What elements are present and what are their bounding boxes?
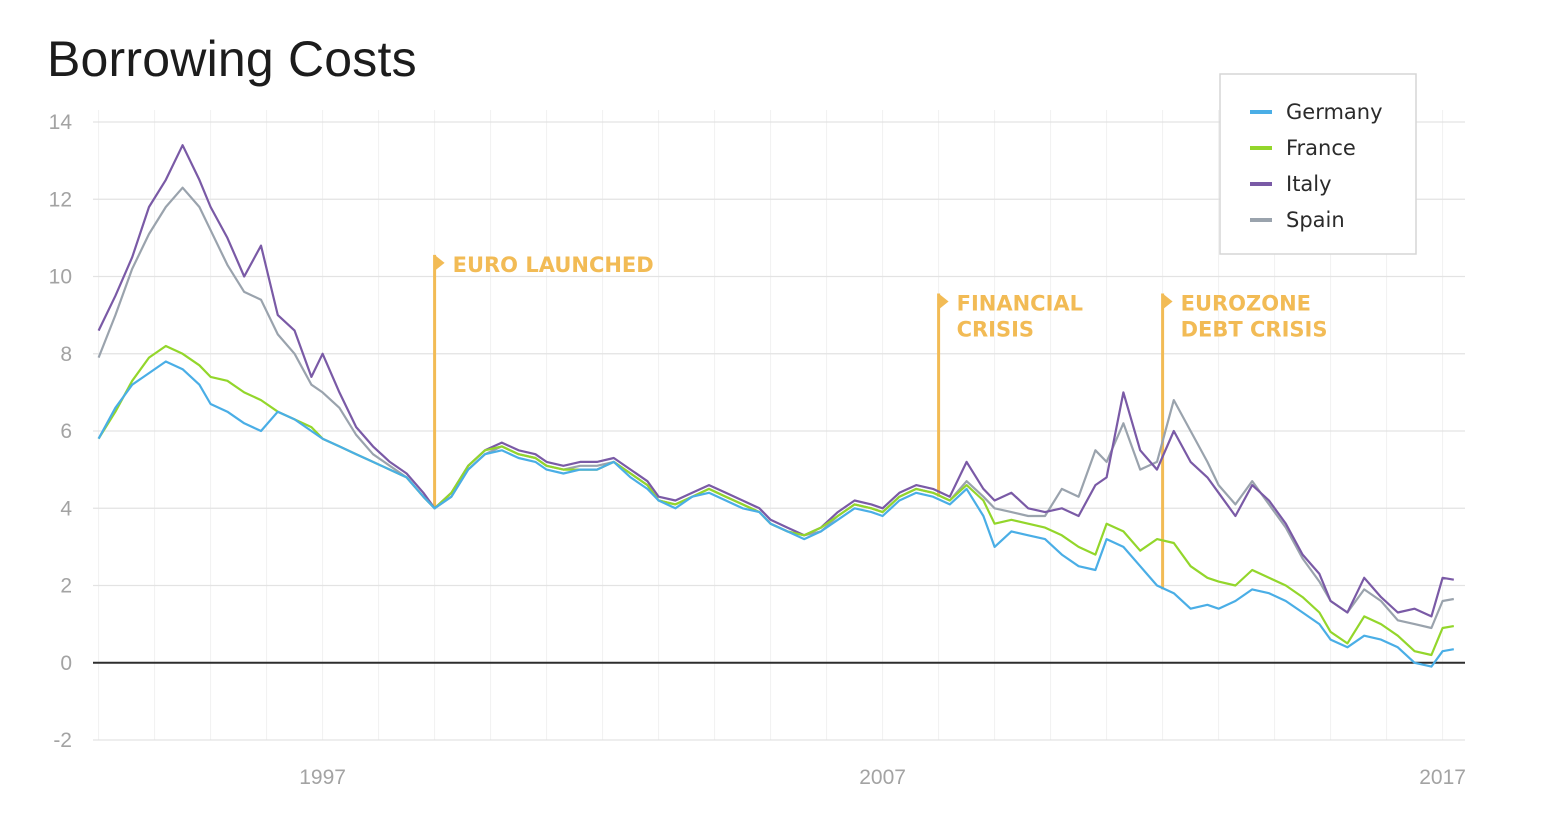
y-tick-label: 6 bbox=[60, 420, 72, 443]
y-tick-label: 0 bbox=[60, 652, 72, 675]
y-tick-label: 12 bbox=[49, 188, 72, 211]
series-line-france bbox=[97, 344, 1454, 657]
x-tick-label: 2007 bbox=[859, 766, 906, 789]
y-tick-label: 2 bbox=[60, 575, 72, 598]
chart-title: Borrowing Costs bbox=[47, 31, 417, 87]
grid bbox=[93, 110, 1465, 741]
legend: Germany France Italy Spain bbox=[1219, 73, 1417, 255]
y-tick-label: 4 bbox=[60, 497, 72, 520]
y-tick-label: 14 bbox=[49, 111, 73, 134]
annotation-label: FINANCIAL bbox=[957, 292, 1083, 316]
y-tick-label: 10 bbox=[49, 266, 72, 289]
y-tick-label: 8 bbox=[60, 343, 72, 366]
y-tick-label: -2 bbox=[53, 729, 72, 752]
legend-label: France bbox=[1286, 136, 1356, 160]
annotation-label: EURO LAUNCHED bbox=[453, 253, 654, 277]
annotation-label: CRISIS bbox=[957, 318, 1034, 342]
series-line-italy bbox=[97, 144, 1454, 618]
annotation-label: EUROZONE bbox=[1181, 292, 1311, 316]
annotation-flag-icon bbox=[434, 254, 445, 271]
x-axis: 1997 2007 2017 bbox=[299, 766, 1466, 789]
x-tick-label: 1997 bbox=[299, 766, 346, 789]
legend-label: Italy bbox=[1286, 172, 1332, 196]
series-line-germany bbox=[97, 360, 1454, 668]
legend-label: Spain bbox=[1286, 208, 1345, 232]
y-axis: -2 0 2 4 6 8 10 12 14 bbox=[49, 111, 73, 752]
series bbox=[97, 144, 1454, 668]
legend-box bbox=[1219, 73, 1417, 255]
legend-label: Germany bbox=[1286, 100, 1383, 124]
x-tick-label: 2017 bbox=[1419, 766, 1466, 789]
annotation-flag-icon bbox=[938, 293, 949, 310]
annotation-label: DEBT CRISIS bbox=[1181, 318, 1328, 342]
annotation-flag-icon bbox=[1162, 293, 1173, 310]
